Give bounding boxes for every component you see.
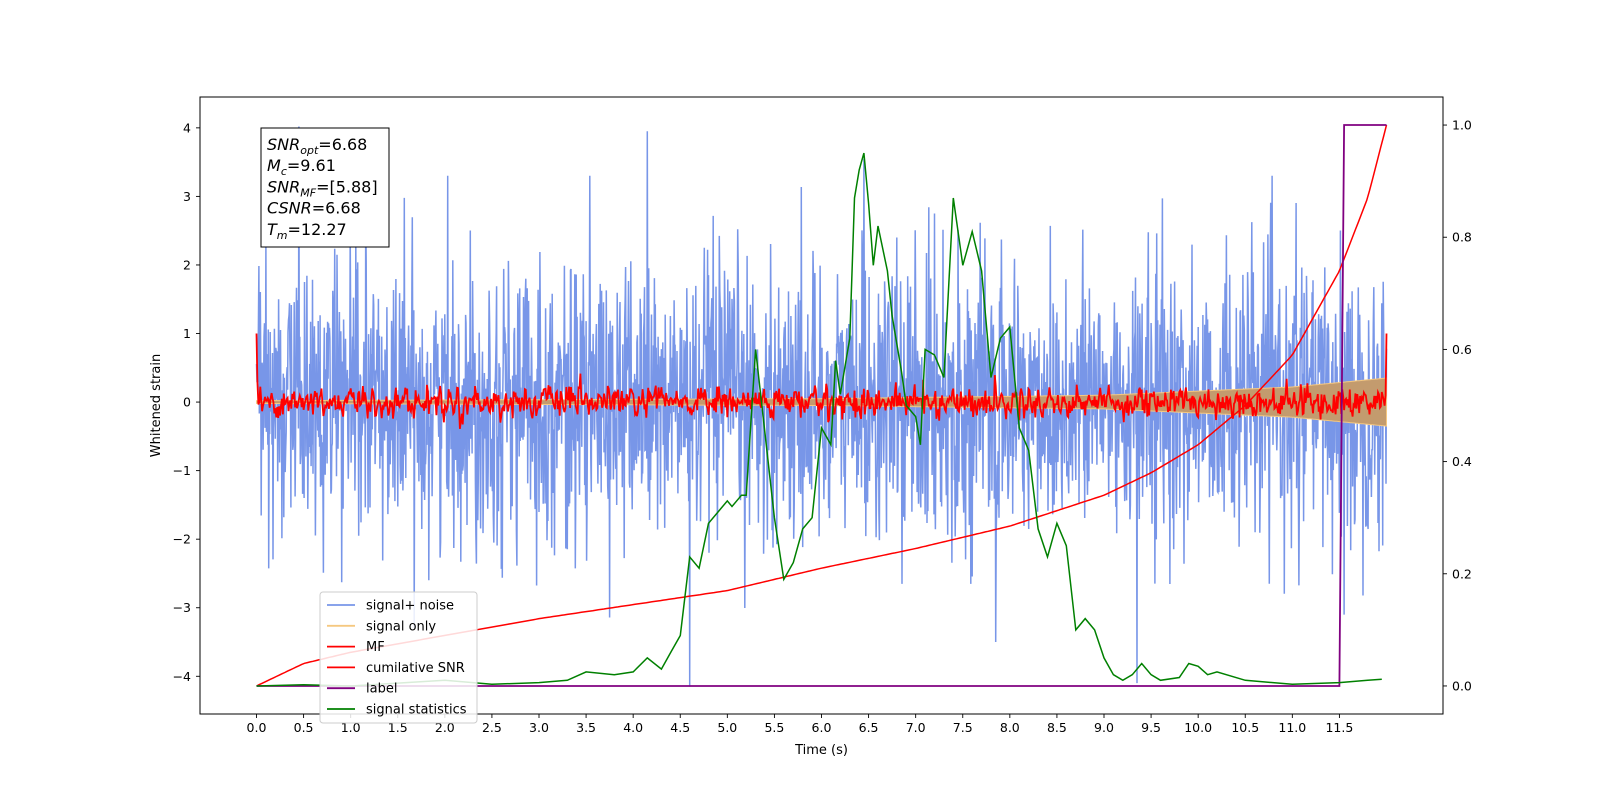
x-tick-label: 7.5: [953, 720, 973, 735]
annotation-subscript: m: [277, 229, 288, 242]
annotation-frame: [260, 127, 390, 248]
x-tick-label: 10.0: [1184, 720, 1212, 735]
x-tick-label: 8.0: [1000, 720, 1020, 735]
y-tick-label: 4: [183, 120, 191, 135]
series-group: [255, 124, 1388, 687]
x-tick-label: 10.5: [1231, 720, 1259, 735]
axes: 0.0 0.5 1.0 1.5 2.0 2.5 3.0 3.5 4.0 4.5 5.0 5.5 6.0 6…: [149, 96, 1472, 758]
legend-entry: signal only: [366, 619, 436, 634]
x-tick-label: 1.0: [341, 720, 361, 735]
y2-tick-label: 0.6: [1452, 342, 1472, 357]
y-axis-label: Whitened strain: [149, 354, 164, 457]
y2-tick-label: 0.0: [1452, 678, 1472, 693]
y-tick-label: 0: [183, 395, 191, 410]
y-tick-label: −1: [173, 463, 191, 478]
legend-frame: [319, 591, 478, 724]
annotation-symbol: T: [267, 220, 278, 239]
annotation-subscript: MF: [300, 186, 316, 199]
annotation-value: =[5.88]: [316, 177, 378, 196]
annotation-box: SNRopt=6.68Mc=9.61SNRMF=[5.88]CSNR=6.68T…: [260, 127, 390, 248]
legend-entry: signal+ noise: [366, 599, 454, 614]
x-tick-label: 1.5: [388, 720, 408, 735]
x-tick-label: 4.5: [670, 720, 690, 735]
plot-area: [255, 124, 1388, 687]
x-tick-label: 9.0: [1094, 720, 1114, 735]
annotation-line: SNRMF=[5.88]: [267, 177, 378, 199]
annotation-symbol: SNR: [267, 177, 300, 196]
legend-entry: label: [366, 682, 397, 697]
legend-entry: signal statistics: [366, 703, 467, 718]
x-tick-label: 5.0: [717, 720, 737, 735]
series-mf: [255, 333, 1388, 430]
annotation-line: Mc=9.61: [267, 156, 336, 178]
annotation-symbol: M: [267, 156, 281, 175]
x-tick-label: 11.5: [1325, 720, 1353, 735]
x-tick-label: 8.5: [1047, 720, 1067, 735]
x-tick-label: 3.5: [576, 720, 596, 735]
y-tick-label: −2: [173, 532, 191, 547]
legend-entry: cumilative SNR: [366, 661, 465, 676]
x-tick-label: 2.0: [435, 720, 455, 735]
series-signal-statistics: [256, 152, 1382, 687]
annotation-line: SNRopt=6.68: [267, 135, 367, 157]
annotation-symbol: CSNR: [267, 199, 312, 218]
y2-tick-label: 0.4: [1452, 454, 1472, 469]
y2-tick-label: 0.8: [1452, 230, 1472, 245]
x-tick-label: 6.0: [812, 720, 832, 735]
x-tick-label: 2.5: [482, 720, 502, 735]
annotation-line: CSNR=6.68: [267, 199, 361, 218]
y-tick-label: −4: [173, 669, 191, 684]
annotation-symbol: SNR: [267, 135, 300, 154]
annotation-value: =6.68: [318, 135, 367, 154]
y-tick-label: 3: [183, 189, 191, 204]
x-tick-label: 5.5: [764, 720, 784, 735]
x-tick-label: 0.5: [294, 720, 314, 735]
y-tick-label: 2: [183, 257, 191, 272]
annotation-value: =9.61: [287, 156, 336, 175]
y2-tick-label: 0.2: [1452, 566, 1472, 581]
y-tick-label: −3: [173, 600, 191, 615]
x-tick-label: 4.0: [623, 720, 643, 735]
x-tick-label: 0.0: [247, 720, 267, 735]
series-signal-noise: [255, 126, 1388, 687]
x-tick-label: 6.5: [859, 720, 879, 735]
x-axis-label: Time (s): [794, 743, 848, 758]
legend: signal+ noise signal only MF cumilative SNR…: [319, 591, 478, 724]
x-tick-label: 9.5: [1141, 720, 1161, 735]
annotation-subscript: c: [281, 165, 287, 178]
y2-tick-label: 1.0: [1452, 118, 1472, 133]
annotation-subscript: opt: [300, 144, 319, 157]
x-tick-label: 11.0: [1278, 720, 1306, 735]
annotation-line: Tm=12.27: [267, 220, 347, 242]
series-label: [256, 124, 1387, 687]
y-tick-label: 1: [183, 326, 191, 341]
annotation-value: =6.68: [312, 199, 361, 218]
x-tick-label: 3.0: [529, 720, 549, 735]
legend-entry: MF: [366, 640, 385, 655]
annotation-value: =12.27: [288, 220, 347, 239]
x-tick-label: 7.0: [906, 720, 926, 735]
